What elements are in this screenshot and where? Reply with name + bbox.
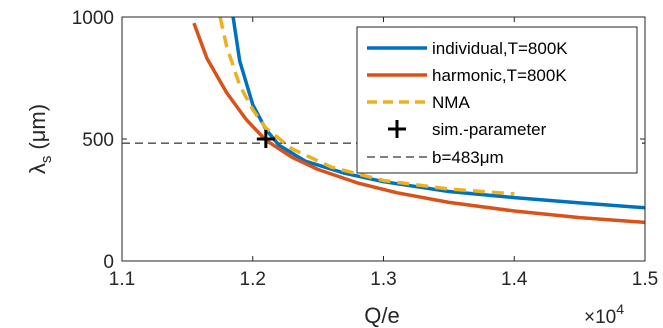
x-tick-label: 1.5 xyxy=(632,269,658,290)
legend-label-nma: NMA xyxy=(432,93,470,112)
plot-area-frame xyxy=(121,16,646,262)
y-tick-label: 500 xyxy=(82,130,114,151)
x-tick-label: 1.3 xyxy=(370,269,396,290)
x-tick-label: 1.4 xyxy=(501,269,528,290)
series-line-0 xyxy=(231,17,645,210)
y-axis-symbol: λ xyxy=(25,163,50,174)
legend: individual,T=800K harmonic,T=800K NMA si… xyxy=(356,26,638,174)
x-multiplier-exponent: 4 xyxy=(616,301,624,317)
legend-swatch-sim-parameter xyxy=(388,120,406,138)
svg-text:×104: ×104 xyxy=(584,301,624,328)
y-tick-label: 0 xyxy=(103,252,114,273)
x-multiplier-base: ×10 xyxy=(584,307,616,328)
svg-text:λs(μm): λs (μm) xyxy=(25,104,55,174)
legend-box xyxy=(356,26,638,174)
y-axis-label: λs (μm) xyxy=(25,104,55,174)
x-tick-label: 1.2 xyxy=(240,269,266,290)
series-line-1 xyxy=(192,22,645,225)
legend-label-sim-parameter: sim.-parameter xyxy=(432,120,547,139)
x-axis-label: Q/e xyxy=(364,303,399,328)
x-axis-multiplier: ×104 xyxy=(584,301,624,328)
sim-parameter-marker xyxy=(256,130,275,148)
x-tick-label: 1.1 xyxy=(109,269,135,290)
tick-labels: 1.1 1.2 1.3 1.4 1.5 0 500 1000 xyxy=(72,8,658,290)
y-axis-unit: (μm) xyxy=(25,104,50,150)
legend-label-harmonic: harmonic,T=800K xyxy=(432,66,567,85)
legend-label-individual: individual,T=800K xyxy=(432,39,568,58)
legend-label-reference: b=483μm xyxy=(432,148,504,167)
series-line-2 xyxy=(218,17,515,196)
y-tick-label: 1000 xyxy=(72,8,114,29)
y-axis-subscript: s xyxy=(38,156,55,164)
